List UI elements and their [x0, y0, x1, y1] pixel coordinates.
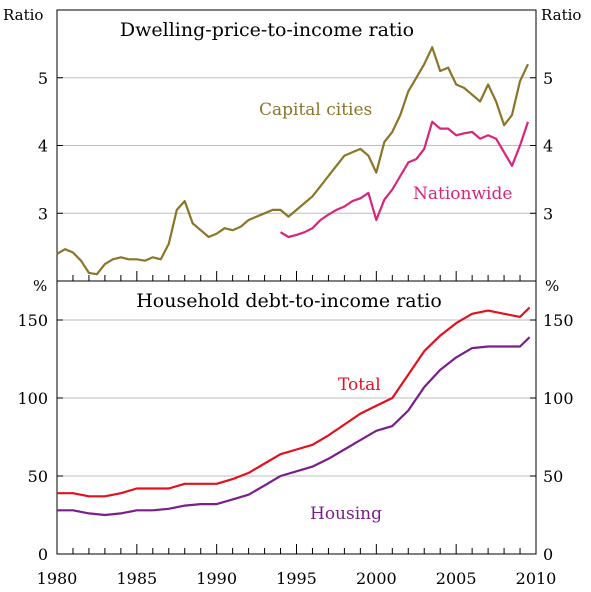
top-right-ytick-label: 4 — [543, 137, 553, 156]
x-axis-ticks — [56, 271, 537, 554]
bottom-panel-title: Household debt-to-income ratio — [136, 290, 442, 312]
x-tick-label: 1980 — [37, 569, 78, 588]
x-tick-label: 2005 — [436, 569, 477, 588]
bottom-right-ytick-label: 100 — [543, 389, 574, 408]
bottom-left-ytick-label: 150 — [17, 311, 48, 330]
series-label-nationwide: Nationwide — [413, 184, 512, 204]
bottom-panel-series — [57, 306, 531, 517]
top-left-ytick-label: 3 — [38, 204, 48, 223]
bottom-series-line-housing — [57, 336, 531, 517]
x-tick-label: 2000 — [356, 569, 397, 588]
bottom-panel-frame — [56, 280, 537, 555]
x-tick-label: 1995 — [276, 569, 317, 588]
series-label-capital-cities: Capital cities — [259, 100, 372, 120]
top-left-unit-label: Ratio — [3, 6, 43, 24]
bottom-left-ytick-label: 0 — [38, 545, 48, 564]
top-right-unit-label: Ratio — [541, 6, 581, 24]
x-tick-label: 1990 — [196, 569, 237, 588]
x-tick-labels: 1980 1985 1990 1995 2000 2005 2010 — [37, 569, 557, 588]
top-series-line-capital-cities — [56, 46, 529, 276]
bottom-right-ytick-label: 150 — [543, 311, 574, 330]
bottom-right-unit-label: % — [545, 277, 559, 295]
top-series-line-nationwide — [279, 120, 530, 239]
top-left-ytick-label: 5 — [38, 69, 48, 88]
top-panel-series — [56, 46, 530, 276]
x-tick-label: 1985 — [116, 569, 157, 588]
series-label-housing: Housing — [310, 504, 382, 524]
bottom-left-ytick-label: 50 — [28, 467, 48, 486]
x-tick-label: 2010 — [516, 569, 557, 588]
bottom-right-ytick-label: 50 — [543, 467, 563, 486]
top-right-ytick-label: 3 — [543, 204, 553, 223]
bottom-panel-gridlines — [57, 319, 536, 555]
top-right-ytick-label: 5 — [543, 69, 553, 88]
top-left-ytick-label: 4 — [38, 137, 48, 156]
bottom-series-line-total — [57, 306, 531, 498]
bottom-left-unit-label: % — [33, 277, 47, 295]
bottom-left-ytick-label: 100 — [17, 389, 48, 408]
series-label-total: Total — [338, 375, 381, 395]
top-panel-gridlines — [57, 77, 536, 214]
top-panel-title: Dwelling-price-to-income ratio — [120, 19, 414, 41]
bottom-right-ytick-label: 0 — [543, 545, 553, 564]
